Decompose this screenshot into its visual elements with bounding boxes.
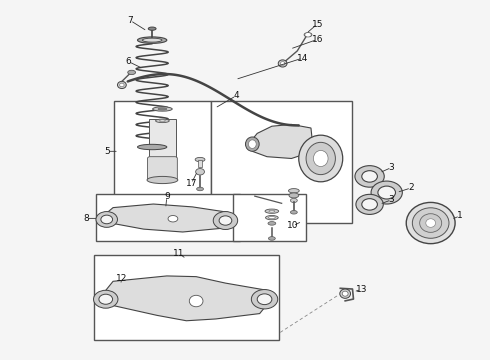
Ellipse shape bbox=[138, 144, 167, 150]
Bar bbox=[211, 101, 352, 223]
Bar bbox=[149, 119, 176, 166]
Text: 3: 3 bbox=[389, 195, 394, 204]
Text: 16: 16 bbox=[312, 35, 323, 44]
Ellipse shape bbox=[248, 140, 256, 148]
Polygon shape bbox=[103, 204, 229, 232]
Text: 1: 1 bbox=[457, 211, 463, 220]
Bar bbox=[96, 194, 240, 241]
Text: 17: 17 bbox=[186, 179, 197, 188]
Polygon shape bbox=[102, 276, 269, 321]
Text: 4: 4 bbox=[233, 91, 239, 100]
Ellipse shape bbox=[306, 34, 310, 36]
Text: 13: 13 bbox=[356, 285, 367, 294]
Ellipse shape bbox=[99, 294, 113, 304]
Text: 7: 7 bbox=[127, 16, 133, 25]
Text: 10: 10 bbox=[287, 221, 298, 230]
Ellipse shape bbox=[251, 289, 278, 309]
Ellipse shape bbox=[291, 211, 297, 214]
Ellipse shape bbox=[269, 237, 275, 240]
Ellipse shape bbox=[219, 216, 232, 225]
Text: 14: 14 bbox=[297, 54, 308, 63]
Bar bbox=[114, 101, 211, 209]
Ellipse shape bbox=[289, 189, 299, 193]
Ellipse shape bbox=[158, 108, 167, 110]
Text: 2: 2 bbox=[408, 183, 414, 192]
Ellipse shape bbox=[269, 210, 275, 212]
Ellipse shape bbox=[257, 294, 272, 305]
Bar bbox=[158, 119, 167, 134]
Ellipse shape bbox=[266, 216, 278, 220]
Ellipse shape bbox=[128, 70, 136, 75]
Polygon shape bbox=[250, 125, 314, 158]
Bar bbox=[233, 194, 306, 241]
FancyBboxPatch shape bbox=[147, 157, 177, 180]
Text: 9: 9 bbox=[164, 192, 170, 201]
Ellipse shape bbox=[143, 38, 162, 42]
Ellipse shape bbox=[148, 27, 156, 30]
Ellipse shape bbox=[314, 150, 328, 167]
Ellipse shape bbox=[245, 137, 259, 151]
Ellipse shape bbox=[96, 212, 118, 227]
Text: 6: 6 bbox=[126, 57, 132, 66]
Ellipse shape bbox=[306, 142, 335, 175]
Ellipse shape bbox=[138, 37, 167, 43]
Ellipse shape bbox=[289, 193, 299, 198]
Ellipse shape bbox=[268, 222, 276, 225]
Ellipse shape bbox=[118, 81, 126, 89]
Ellipse shape bbox=[413, 208, 449, 238]
Ellipse shape bbox=[196, 168, 204, 175]
Ellipse shape bbox=[371, 181, 402, 204]
Ellipse shape bbox=[265, 209, 279, 213]
Ellipse shape bbox=[156, 119, 169, 123]
Text: 8: 8 bbox=[83, 214, 89, 223]
Ellipse shape bbox=[269, 217, 275, 219]
Ellipse shape bbox=[362, 199, 377, 210]
Ellipse shape bbox=[159, 120, 165, 122]
Ellipse shape bbox=[299, 135, 343, 182]
Ellipse shape bbox=[278, 60, 287, 67]
Ellipse shape bbox=[189, 295, 203, 307]
Ellipse shape bbox=[342, 291, 348, 296]
Text: 5: 5 bbox=[104, 147, 110, 156]
Ellipse shape bbox=[356, 194, 383, 215]
Bar bbox=[94, 255, 279, 339]
Ellipse shape bbox=[280, 62, 285, 65]
Ellipse shape bbox=[406, 202, 455, 244]
Ellipse shape bbox=[340, 289, 350, 298]
Ellipse shape bbox=[94, 290, 118, 308]
Ellipse shape bbox=[101, 215, 113, 224]
Ellipse shape bbox=[147, 176, 178, 184]
Ellipse shape bbox=[120, 83, 124, 87]
Ellipse shape bbox=[195, 157, 205, 162]
Text: 3: 3 bbox=[389, 163, 394, 172]
Ellipse shape bbox=[291, 198, 297, 203]
Text: 12: 12 bbox=[116, 274, 127, 283]
Ellipse shape bbox=[213, 212, 238, 229]
Ellipse shape bbox=[196, 187, 203, 191]
Text: 15: 15 bbox=[312, 19, 323, 28]
Ellipse shape bbox=[304, 33, 312, 37]
Ellipse shape bbox=[153, 107, 172, 111]
Bar bbox=[198, 160, 202, 167]
Ellipse shape bbox=[362, 171, 377, 182]
Text: 11: 11 bbox=[173, 249, 185, 258]
Ellipse shape bbox=[378, 186, 395, 199]
Ellipse shape bbox=[426, 219, 436, 227]
Ellipse shape bbox=[355, 166, 384, 187]
Ellipse shape bbox=[419, 214, 441, 232]
Ellipse shape bbox=[168, 216, 178, 222]
